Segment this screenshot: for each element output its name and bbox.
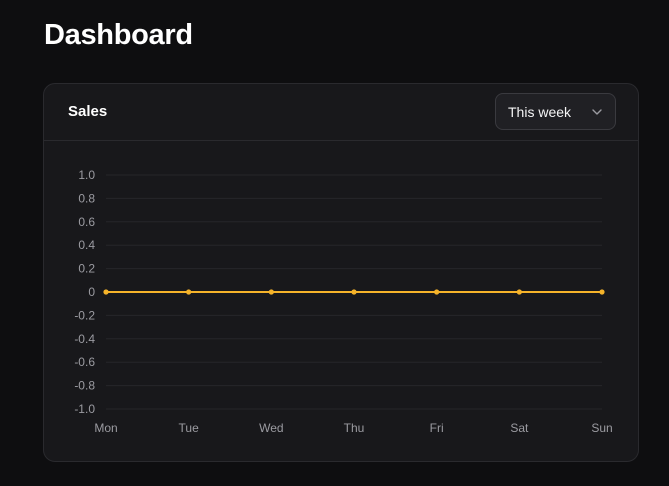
x-tick-label: Mon [94,421,117,435]
x-tick-label: Fri [430,421,444,435]
sales-line-chart: 1.0 0.8 0.6 0.4 0.2 0 -0.2 -0.4 -0.6 -0.8 -1.0 Mon T… [74,168,612,435]
card-header: Sales This week [44,84,638,141]
y-tick-label: 1.0 [78,168,95,182]
data-point [516,289,522,295]
y-tick-label: 0 [88,285,95,299]
x-tick-label: Sun [591,421,612,435]
chevron-down-icon [591,106,603,118]
y-tick-label: -0.6 [74,355,95,369]
y-tick-label: 0.8 [78,191,95,205]
x-tick-label: Tue [179,421,200,435]
sales-card: Sales This week 1.0 0.8 0.6 0.4 0.2 0 -0.2 -0.4… [43,83,639,462]
data-point [599,289,605,295]
page-title: Dashboard [44,19,193,51]
data-point [186,289,192,295]
sales-chart: 1.0 0.8 0.6 0.4 0.2 0 -0.2 -0.4 -0.6 -0.8 -1.0 Mon T… [44,141,638,461]
data-point [434,289,440,295]
y-tick-label: -0.2 [74,308,95,322]
period-select[interactable]: This week [495,93,616,130]
data-point [351,289,357,295]
y-tick-label: 0.2 [78,262,95,276]
x-tick-label: Wed [259,421,283,435]
y-tick-label: 0.6 [78,215,95,229]
y-tick-label: 0.4 [78,238,95,252]
y-tick-label: -0.4 [74,332,95,346]
x-tick-label: Sat [510,421,529,435]
data-point [103,289,109,295]
data-point [268,289,274,295]
x-tick-label: Thu [344,421,365,435]
y-tick-label: -0.8 [74,379,95,393]
period-select-value: This week [508,103,572,120]
card-title: Sales [68,103,108,120]
y-tick-label: -1.0 [74,402,95,416]
